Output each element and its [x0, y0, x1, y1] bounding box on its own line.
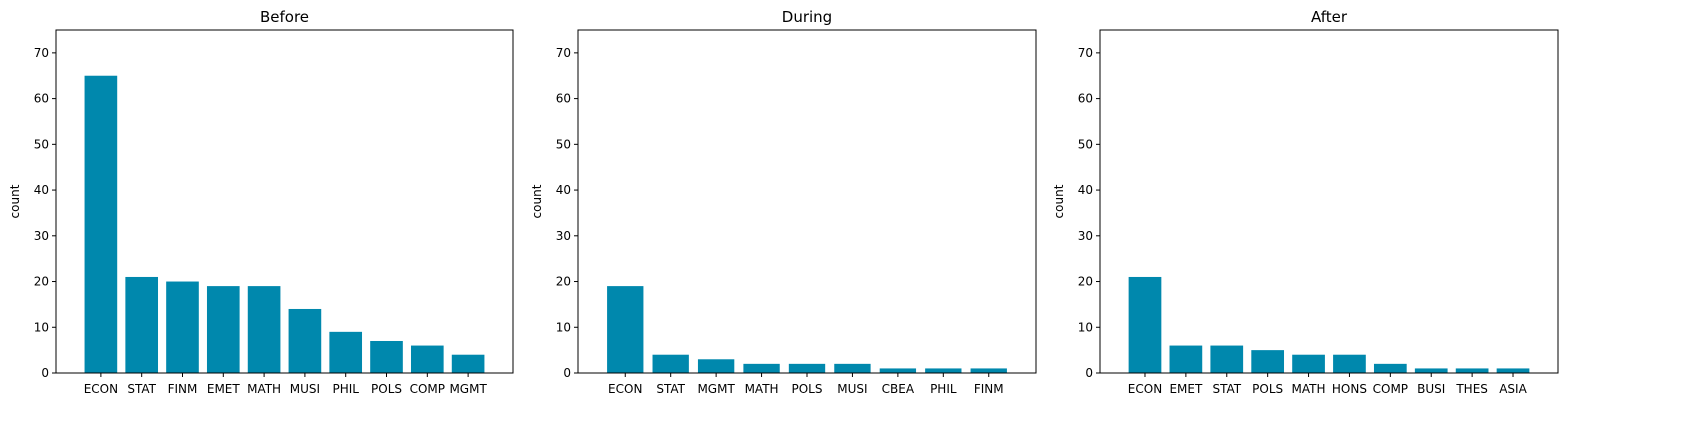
x-tick-label: ECON [1128, 382, 1162, 396]
y-tick-label: 40 [1078, 183, 1093, 197]
y-tick-label: 10 [34, 320, 49, 334]
y-tick-label: 0 [1085, 366, 1093, 380]
x-tick-label: ASIA [1499, 382, 1527, 396]
x-tick-label: MGMT [697, 382, 735, 396]
y-tick-label: 0 [563, 366, 571, 380]
x-tick-label: CBEA [882, 382, 915, 396]
x-tick-label: MGMT [449, 382, 487, 396]
x-tick-label: ECON [84, 382, 118, 396]
bar-stat [125, 276, 159, 373]
chart-title: During [782, 8, 832, 26]
x-tick-label: STAT [1212, 382, 1241, 396]
bar-hons [1333, 354, 1366, 373]
x-tick-label: MUSI [290, 382, 320, 396]
x-tick-label: COMP [1373, 382, 1408, 396]
y-tick-label: 40 [556, 183, 571, 197]
plot-frame [577, 29, 1037, 374]
y-tick-label: 20 [1078, 275, 1093, 289]
y-tick-label: 70 [1078, 46, 1093, 60]
bar-phil [925, 368, 962, 373]
chart-title: After [1311, 8, 1348, 26]
y-tick-label: 60 [1078, 92, 1093, 106]
bar-stat [652, 354, 689, 373]
bar-musi [834, 363, 871, 373]
bar-math [743, 363, 780, 373]
y-tick-label: 30 [34, 229, 49, 243]
x-tick-label: ECON [608, 382, 642, 396]
y-tick-label: 20 [34, 275, 49, 289]
y-tick-label: 60 [34, 92, 49, 106]
bar-pols [788, 363, 826, 373]
plot-frame [1099, 29, 1559, 374]
x-tick-label: MATH [1292, 382, 1326, 396]
y-tick-label: 50 [556, 137, 571, 151]
x-tick-label: MATH [745, 382, 779, 396]
x-tick-label: HONS [1332, 382, 1367, 396]
chart-panel-after: 0 10 20 30 40 50 60 70 ECON EMET STAT POLS MATH HONS C… [1052, 8, 1559, 396]
bar-mgmt [697, 359, 735, 373]
y-tick-label: 30 [556, 229, 571, 243]
bar-comp [1373, 363, 1407, 373]
x-tick-label: PHIL [930, 382, 957, 396]
y-tick-label: 10 [556, 320, 571, 334]
x-tick-label: PHIL [332, 382, 359, 396]
chart-title: Before [260, 8, 309, 26]
bar-econ [607, 286, 644, 373]
y-tick-label: 50 [1078, 137, 1093, 151]
x-tick-label: POLS [792, 382, 823, 396]
y-axis-label: count [530, 184, 544, 218]
bar-stat [1210, 345, 1244, 373]
x-tick-label: FINM [974, 382, 1004, 396]
bar-emet [206, 286, 240, 373]
bar-cbea [879, 368, 917, 373]
x-tick-label: STAT [656, 382, 685, 396]
bar-busi [1414, 368, 1448, 373]
x-tick-label: POLS [371, 382, 402, 396]
bar-econ [1128, 276, 1162, 373]
y-axis-label: count [1052, 184, 1066, 218]
x-tick-label: COMP [410, 382, 445, 396]
x-tick-label: BUSI [1417, 382, 1445, 396]
chart-panel-before: 0 10 20 30 40 50 60 70 ECON STAT FINM EMET MATH MUSI P… [8, 8, 514, 396]
bar-comp [410, 345, 444, 373]
bar-econ [84, 75, 118, 373]
y-axis-label: count [8, 184, 22, 218]
x-tick-label: EMET [207, 382, 241, 396]
bar-math [247, 286, 281, 373]
y-tick-label: 40 [34, 183, 49, 197]
bar-pols [370, 340, 403, 373]
bar-phil [329, 331, 363, 373]
y-tick-label: 70 [556, 46, 571, 60]
x-tick-label: MUSI [837, 382, 867, 396]
bar-pols [1251, 350, 1285, 373]
y-tick-label: 50 [34, 137, 49, 151]
y-tick-label: 10 [1078, 320, 1093, 334]
y-tick-label: 60 [556, 92, 571, 106]
bar-thes [1455, 368, 1489, 373]
y-tick-label: 30 [1078, 229, 1093, 243]
bar-math [1292, 354, 1325, 373]
plot-frame [55, 29, 514, 374]
x-tick-label: EMET [1169, 382, 1203, 396]
bar-finm [166, 281, 199, 373]
chart-panel-during: 0 10 20 30 40 50 60 70 ECON STAT MGMT MATH POLS MUSI C… [530, 8, 1037, 396]
x-tick-label: STAT [127, 382, 156, 396]
y-tick-label: 20 [556, 275, 571, 289]
bar-mgmt [451, 354, 485, 373]
bar-finm [970, 368, 1007, 373]
bar-emet [1169, 345, 1203, 373]
bar-musi [288, 308, 322, 373]
x-tick-label: THES [1455, 382, 1488, 396]
x-tick-label: MATH [247, 382, 281, 396]
y-tick-label: 0 [41, 366, 49, 380]
bar-asia [1496, 368, 1530, 373]
x-tick-label: POLS [1252, 382, 1283, 396]
y-tick-label: 70 [34, 46, 49, 60]
x-tick-label: FINM [168, 382, 198, 396]
